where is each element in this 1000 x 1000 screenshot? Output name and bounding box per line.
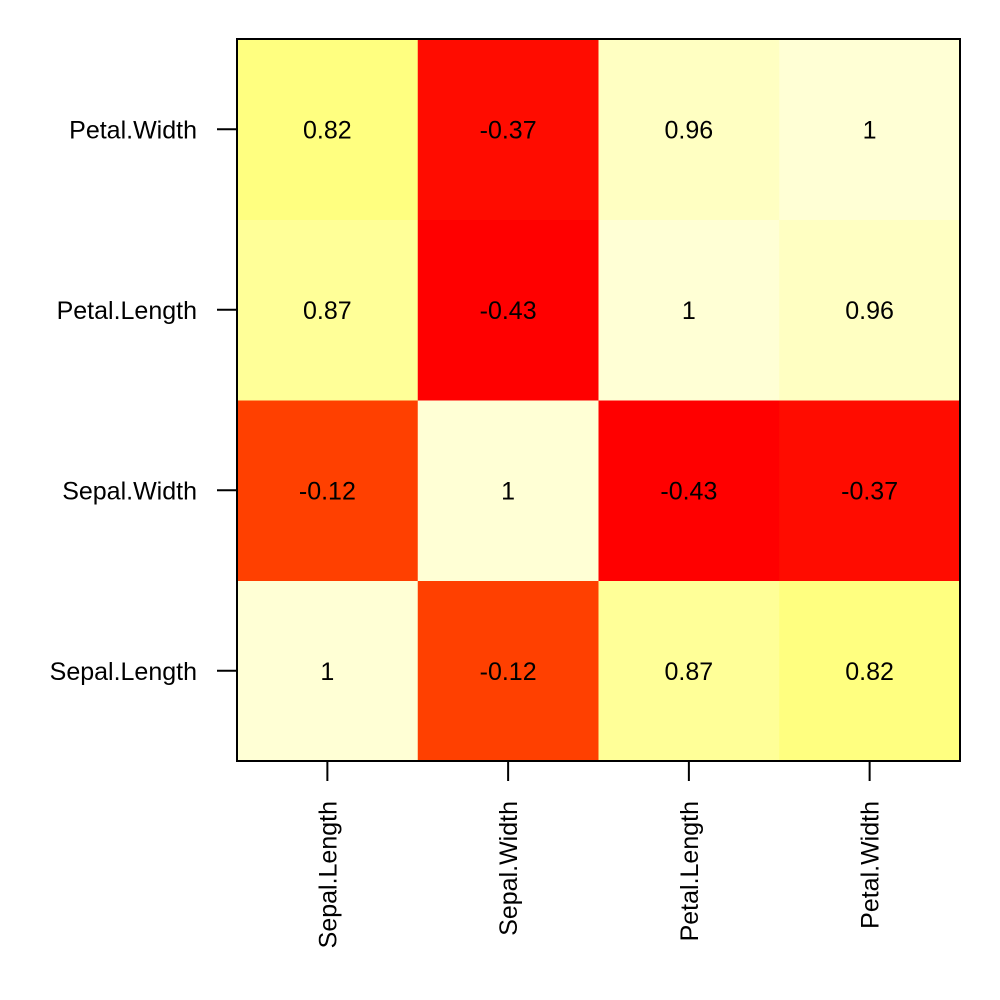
cell-value-label: -0.12 (480, 658, 537, 686)
cell-value-label: 0.82 (303, 116, 352, 144)
heatmap-cell-Petal.Length-Petal.Length (598, 219, 780, 401)
heatmap-cells (237, 39, 961, 762)
heatmap-cell-Sepal.Length-Sepal.Width (417, 580, 599, 762)
heatmap-cell-Sepal.Width-Petal.Width (779, 400, 961, 581)
heatmap-cell-Petal.Width-Sepal.Length (237, 39, 419, 220)
cell-value-label: 0.96 (665, 116, 714, 144)
y-axis-tick-label: Petal.Length (57, 297, 197, 325)
heatmap-cell-Petal.Width-Petal.Length (598, 39, 780, 220)
y-axis-tick-label: Petal.Width (69, 116, 197, 144)
cell-value-label: 1 (863, 116, 877, 144)
cell-value-label: -0.12 (299, 477, 356, 505)
cell-value-label: -0.43 (480, 297, 537, 325)
y-axis: Sepal.Length Sepal.Width Petal.Length Petal… (50, 116, 237, 686)
cell-value-label: 0.82 (845, 658, 894, 686)
cell-value-label: 1 (501, 477, 515, 505)
x-axis-tick-label: Sepal.Length (314, 801, 342, 948)
heatmap-cell-Petal.Width-Petal.Width (779, 39, 961, 220)
x-axis-tick-label: Petal.Width (857, 801, 885, 929)
heatmap-cell-Sepal.Length-Petal.Length (598, 580, 780, 762)
cell-value-label: -0.37 (480, 116, 537, 144)
heatmap-cell-Sepal.Length-Sepal.Length (237, 580, 419, 762)
heatmap-cell-Petal.Width-Sepal.Width (417, 39, 599, 220)
cell-value-label: 0.87 (303, 297, 352, 325)
heatmap-cell-Petal.Length-Sepal.Width (417, 219, 599, 401)
heatmap-cell-Sepal.Width-Sepal.Width (417, 400, 599, 581)
heatmap-cell-Sepal.Length-Petal.Width (779, 580, 961, 762)
cell-value-label: -0.43 (660, 477, 717, 505)
heatmap-cell-Petal.Length-Sepal.Length (237, 219, 419, 401)
y-axis-tick-label: Sepal.Width (62, 477, 197, 505)
x-axis-tick-label: Sepal.Width (495, 801, 523, 936)
heatmap-cell-labels: 1 -0.12 0.87 0.82 -0.12 1 -0.43 -0.37 0.87 -0.43 1… (299, 116, 898, 686)
heatmap-cell-Sepal.Width-Sepal.Length (237, 400, 419, 581)
cell-value-label: 0.87 (665, 658, 714, 686)
cell-value-label: -0.37 (841, 477, 898, 505)
x-axis-tick-label: Petal.Length (676, 801, 704, 941)
heatmap-cell-Sepal.Width-Petal.Length (598, 400, 780, 581)
plot-frame (236, 38, 961, 762)
cell-value-label: 1 (682, 297, 696, 325)
cell-value-label: 0.96 (845, 297, 894, 325)
cell-value-label: 1 (320, 658, 334, 686)
y-axis-tick-label: Sepal.Length (50, 658, 197, 686)
x-axis: Sepal.Length Sepal.Width Petal.Length Petal… (314, 761, 885, 948)
heatmap-cell-Petal.Length-Petal.Width (779, 219, 961, 401)
